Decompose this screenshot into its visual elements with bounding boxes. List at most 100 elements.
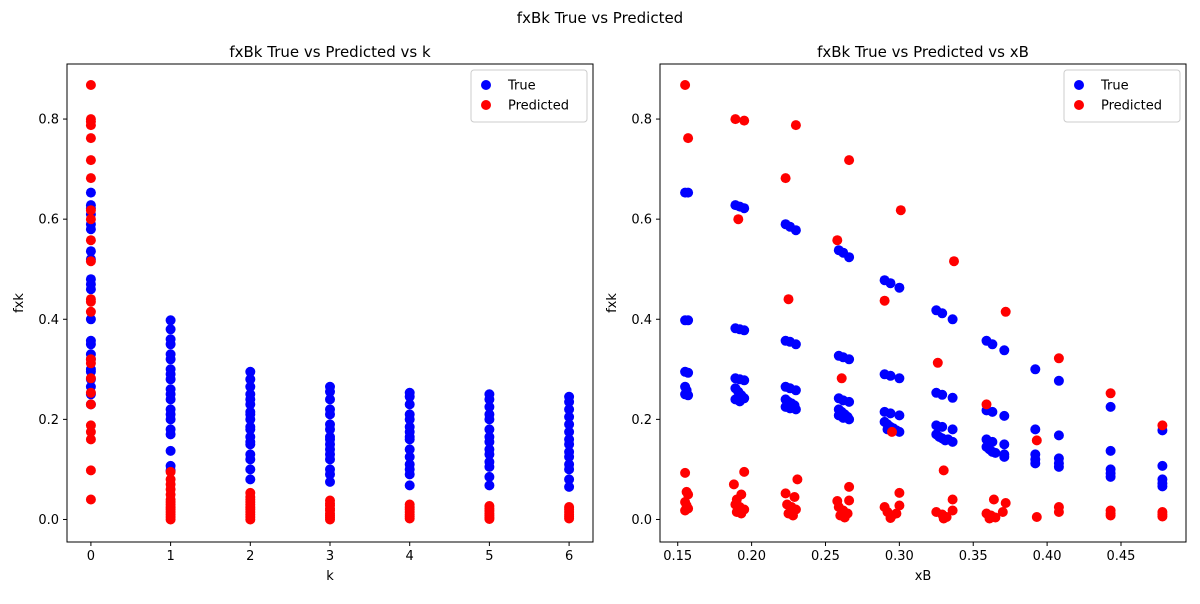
- legend-label: True: [1100, 79, 1129, 94]
- point-predicted: [245, 514, 256, 525]
- point-true: [484, 414, 495, 425]
- point-predicted: [325, 514, 335, 525]
- legend: True Predicted: [470, 69, 588, 123]
- point-true: [894, 373, 905, 384]
- point-true: [484, 401, 495, 412]
- point-true: [404, 414, 415, 425]
- point-true: [844, 354, 855, 365]
- point-true: [165, 445, 176, 456]
- point-true: [734, 396, 745, 407]
- point-true: [85, 187, 96, 198]
- point-predicted: [938, 465, 949, 476]
- y-tick-label: 0.6: [631, 213, 652, 228]
- point-true: [245, 366, 256, 377]
- point-true: [245, 454, 256, 465]
- point-true: [325, 394, 335, 405]
- point-true: [404, 444, 415, 455]
- y-tick-label: 0.4: [38, 313, 59, 328]
- point-true: [947, 436, 958, 447]
- point-true: [683, 187, 694, 198]
- x-tick-label: 0.15: [663, 549, 692, 564]
- point-true: [85, 246, 96, 257]
- point-true: [894, 410, 905, 421]
- point-predicted: [839, 512, 850, 523]
- point-predicted: [680, 467, 691, 478]
- point-predicted: [783, 294, 794, 305]
- y-tick-label: 0.0: [631, 513, 652, 528]
- point-predicted: [739, 466, 750, 477]
- x-tick-label: 4: [406, 549, 414, 564]
- series-true: [680, 187, 1168, 492]
- point-true: [739, 375, 750, 386]
- point-predicted: [85, 155, 96, 166]
- point-true: [564, 419, 575, 430]
- x-tick-label: 0.20: [737, 549, 766, 564]
- point-predicted: [85, 133, 96, 144]
- point-true: [564, 404, 575, 415]
- point-predicted: [997, 507, 1008, 517]
- point-predicted: [938, 513, 949, 524]
- point-true: [325, 386, 335, 397]
- point-predicted: [788, 510, 798, 521]
- point-predicted: [404, 513, 415, 524]
- point-true: [937, 421, 948, 432]
- point-predicted: [789, 492, 800, 502]
- axes-frame: [659, 63, 1187, 543]
- point-predicted: [844, 495, 855, 506]
- point-true: [245, 439, 256, 450]
- point-true: [165, 414, 176, 425]
- point-predicted: [836, 373, 847, 384]
- legend-box: [1063, 69, 1181, 123]
- point-true: [999, 410, 1010, 421]
- point-predicted: [1031, 435, 1042, 446]
- point-true: [85, 339, 96, 350]
- series-true: [85, 187, 575, 492]
- point-predicted: [85, 80, 96, 90]
- point-true: [844, 252, 855, 263]
- point-true: [85, 224, 96, 235]
- point-predicted: [984, 513, 995, 524]
- point-predicted: [947, 505, 958, 516]
- point-predicted: [85, 387, 96, 398]
- x-axis-label: k: [326, 569, 334, 584]
- point-true: [947, 314, 958, 325]
- point-true: [790, 339, 801, 350]
- point-predicted: [683, 133, 694, 144]
- legend-label: Predicted: [1101, 99, 1162, 114]
- point-predicted: [85, 465, 96, 476]
- point-true: [564, 426, 575, 437]
- point-predicted: [879, 295, 890, 306]
- point-predicted: [895, 205, 906, 216]
- point-true: [404, 434, 415, 445]
- point-predicted: [1157, 420, 1168, 431]
- point-true: [165, 429, 176, 440]
- point-true: [987, 339, 998, 350]
- x-tick-label: 0.35: [959, 549, 988, 564]
- y-tick-label: 0.2: [631, 413, 652, 428]
- chart-panel-2: 0.15 0.20 0.25 0.30 0.35 0.40 0.45 0.0 0.2 0.4 0.6…: [605, 43, 1187, 584]
- series-predicted: [680, 80, 1168, 524]
- point-predicted: [894, 500, 905, 511]
- point-true: [245, 414, 256, 425]
- figure-suptitle: fxBk True vs Predicted: [516, 9, 684, 27]
- point-true: [1053, 430, 1064, 441]
- x-tick-label: 0.45: [1107, 549, 1136, 564]
- point-true: [165, 339, 176, 350]
- point-true: [325, 454, 335, 465]
- x-tick-label: 0.30: [885, 549, 914, 564]
- point-predicted: [736, 489, 747, 500]
- y-tick-label: 0.4: [631, 313, 652, 328]
- point-predicted: [887, 426, 897, 437]
- point-true: [683, 367, 694, 378]
- y-tick-label: 0.2: [38, 413, 59, 428]
- point-predicted: [683, 489, 694, 500]
- point-true: [484, 480, 495, 491]
- point-true: [999, 439, 1010, 450]
- point-true: [165, 324, 176, 335]
- point-predicted: [85, 120, 96, 131]
- point-true: [245, 399, 256, 410]
- x-axis-label: xB: [915, 569, 932, 584]
- chart-title: fxBk True vs Predicted vs k: [229, 43, 431, 61]
- point-true: [564, 396, 575, 407]
